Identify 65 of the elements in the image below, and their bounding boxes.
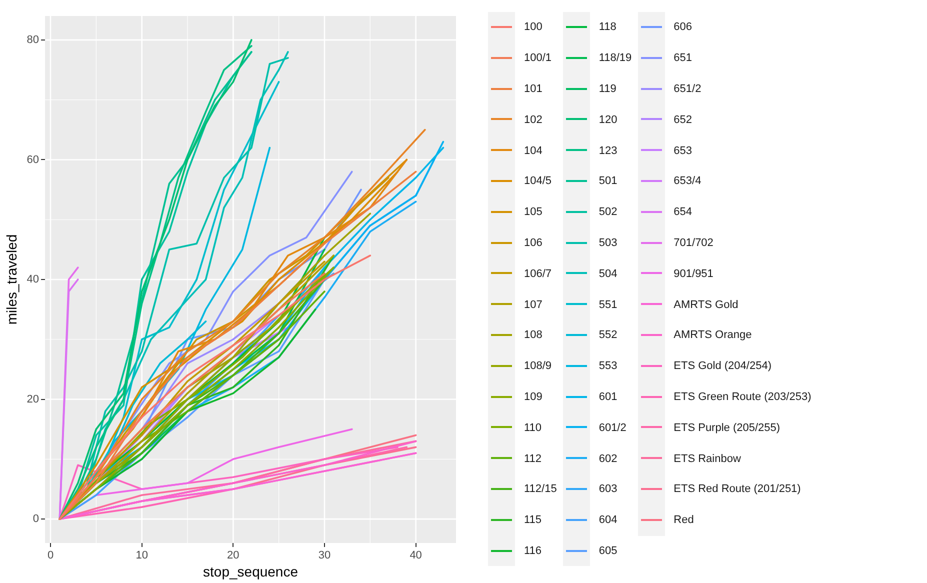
legend-label: 106/7 <box>524 268 552 280</box>
legend-label: ETS Green Route (203/253) <box>674 390 812 403</box>
legend-label: 651/2 <box>674 82 702 95</box>
legend-label: 651 <box>674 52 692 64</box>
x-tick-label: 40 <box>410 550 422 562</box>
legend-label: 109 <box>524 390 542 403</box>
x-tick-label: 0 <box>47 550 54 562</box>
legend-label: 116 <box>524 544 542 557</box>
legend-label: 504 <box>598 268 618 280</box>
legend-label: 654 <box>674 206 692 218</box>
legend-label: 118 <box>598 21 616 34</box>
legend-label: AMRTS Gold <box>674 298 738 311</box>
legend-label: 502 <box>598 206 618 218</box>
legend-label: 104 <box>524 144 542 157</box>
y-tick-label: 60 <box>26 154 40 166</box>
x-tick-label: 20 <box>227 550 240 562</box>
y-tick-label: 40 <box>26 274 40 286</box>
legend-label: 604 <box>598 514 618 526</box>
legend-label: 601 <box>598 390 618 403</box>
legend-label: 901/951 <box>674 268 714 280</box>
legend-label: 108/9 <box>524 360 552 372</box>
legend-label: 100/1 <box>524 52 552 64</box>
legend-label: 551 <box>598 298 618 311</box>
legend-label: 603 <box>598 483 618 496</box>
legend-label: 501 <box>598 175 618 188</box>
legend-label: 605 <box>598 544 618 557</box>
x-tick-label: 30 <box>318 550 331 562</box>
legend-label: 110 <box>524 422 542 434</box>
legend-label: ETS Red Route (201/251) <box>674 483 801 496</box>
legend-label: 115 <box>524 514 542 526</box>
legend-label: 606 <box>674 21 692 34</box>
legend-label: 100 <box>524 21 542 34</box>
legend-label: 653 <box>674 144 692 157</box>
legend-label: 503 <box>598 236 618 249</box>
legend-label: 104/5 <box>524 175 552 188</box>
legend-label: Red <box>674 514 694 526</box>
legend-label: 552 <box>598 329 618 342</box>
y-tick-label: 0 <box>32 513 40 526</box>
legend-label: 108 <box>524 329 542 342</box>
legend-label: 119 <box>598 82 616 95</box>
legend-label: 112 <box>524 452 542 465</box>
legend-label: 102 <box>524 114 542 126</box>
legend-label: 653/4 <box>674 175 702 188</box>
legend-label: 652 <box>674 114 692 126</box>
legend-label: 118/19 <box>598 52 632 64</box>
legend-label: 120 <box>598 114 618 126</box>
y-axis-title: miles_traveled <box>3 234 20 325</box>
y-tick-label: 80 <box>26 34 40 46</box>
x-tick-label: 10 <box>136 550 148 562</box>
legend-label: 701/702 <box>674 236 714 249</box>
legend-label: 106 <box>524 236 542 249</box>
legend-label: 112/15 <box>524 483 557 496</box>
legend-label: 101 <box>524 82 542 95</box>
legend-label: 553 <box>598 360 618 372</box>
legend-label: ETS Gold (204/254) <box>674 360 772 372</box>
legend-label: AMRTS Orange <box>674 329 752 342</box>
x-axis-title: stop_sequence <box>203 563 298 580</box>
legend-label: ETS Rainbow <box>674 452 741 465</box>
legend-label: 602 <box>598 452 618 465</box>
legend-label: 123 <box>598 144 618 157</box>
legend-label: 107 <box>524 298 542 311</box>
legend-label: 105 <box>524 206 542 218</box>
legend-label: 601/2 <box>598 422 626 434</box>
legend-label: ETS Purple (205/255) <box>674 422 780 434</box>
y-tick-label: 20 <box>26 393 40 406</box>
